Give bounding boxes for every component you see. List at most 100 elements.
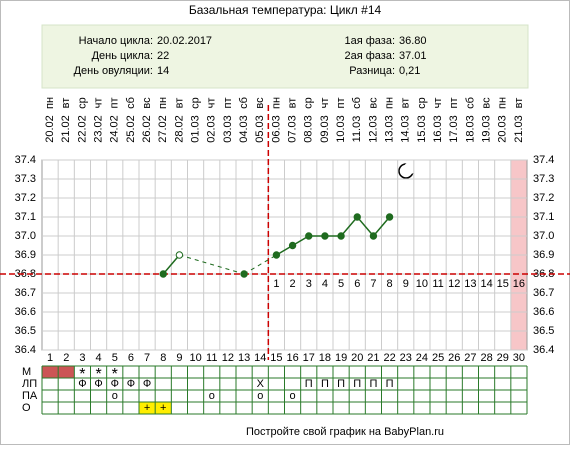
x-tick-label: 9 bbox=[176, 352, 182, 364]
line bbox=[162, 254, 180, 275]
point bbox=[369, 232, 378, 240]
weekday-label: ср bbox=[416, 97, 428, 109]
y2-tick-label: 36.9 bbox=[533, 249, 554, 261]
date-label: 26.02 bbox=[141, 115, 153, 143]
y2-tick-label: 37.3 bbox=[533, 173, 554, 185]
y-tick-label: 37.1 bbox=[15, 211, 36, 223]
weekday-label: пн bbox=[157, 97, 169, 109]
x-tick-label: 16 bbox=[286, 352, 298, 364]
weekday-label: вт bbox=[60, 98, 72, 109]
date-label: 23.02 bbox=[92, 115, 104, 143]
x-tick-label: 1 bbox=[47, 352, 53, 364]
filled-cell bbox=[58, 366, 75, 378]
date-label: 22.02 bbox=[76, 115, 88, 143]
info-value: 37.01 bbox=[399, 50, 427, 62]
date-label: 19.03 bbox=[480, 115, 492, 143]
date-label: 18.03 bbox=[464, 115, 476, 143]
x-tick-label: 7 bbox=[144, 352, 150, 364]
weekday-label: вс bbox=[480, 97, 492, 109]
luteal-day: 1 bbox=[273, 278, 279, 290]
date-label: 17.03 bbox=[448, 115, 460, 143]
date-label: 05.03 bbox=[254, 115, 266, 143]
y-tick-label: 37.4 bbox=[15, 154, 36, 166]
date-label: 20.03 bbox=[497, 115, 509, 143]
point bbox=[175, 251, 184, 259]
date-label: 08.03 bbox=[303, 115, 315, 143]
y2-tick-label: 37.4 bbox=[533, 154, 554, 166]
luteal-day: 16 bbox=[513, 278, 525, 290]
x-tick-label: 23 bbox=[400, 352, 412, 364]
gap-bridge bbox=[243, 254, 277, 275]
x-tick-label: 25 bbox=[432, 352, 444, 364]
weekday-label: сб bbox=[125, 97, 137, 109]
row-label: О bbox=[22, 402, 31, 414]
x-tick-label: 27 bbox=[464, 352, 476, 364]
weekday-label: вт bbox=[173, 98, 185, 109]
date-label: 13.03 bbox=[383, 115, 395, 143]
cell-mark: П bbox=[305, 378, 313, 390]
weekday-label: чт bbox=[206, 98, 218, 109]
cell-mark: П bbox=[353, 378, 361, 390]
weekday-label: сб bbox=[464, 97, 476, 109]
x-tick-label: 6 bbox=[128, 352, 134, 364]
weekday-label: пн bbox=[270, 97, 282, 109]
cell-mark: + bbox=[160, 402, 166, 414]
y2-tick-label: 36.4 bbox=[533, 344, 554, 356]
info-value: 20.02.2017 bbox=[157, 35, 212, 47]
x-tick-label: 3 bbox=[79, 352, 85, 364]
date-label: 21.02 bbox=[60, 115, 72, 143]
cell-mark: Ф bbox=[94, 378, 102, 390]
y-tick-label: 36.7 bbox=[15, 287, 36, 299]
point bbox=[353, 213, 361, 221]
x-tick-label: 26 bbox=[448, 352, 460, 364]
luteal-day: 9 bbox=[403, 278, 409, 290]
info-value: 14 bbox=[157, 65, 169, 77]
point bbox=[305, 232, 313, 240]
x-tick-label: 19 bbox=[335, 352, 347, 364]
moon bbox=[398, 162, 416, 179]
date-label: 14.03 bbox=[400, 115, 412, 143]
y2-tick-label: 36.5 bbox=[533, 325, 554, 337]
y2-tick-label: 37.0 bbox=[533, 230, 554, 242]
y-tick-label: 36.9 bbox=[15, 249, 36, 261]
weekday-label: пт bbox=[222, 98, 234, 109]
x-tick-label: 29 bbox=[497, 352, 509, 364]
gap-bridge bbox=[179, 254, 245, 275]
cell-mark: Ф bbox=[143, 378, 151, 390]
weekday-label: пн bbox=[497, 97, 509, 109]
filled-cell bbox=[155, 402, 172, 414]
x-tick-label: 10 bbox=[189, 352, 201, 364]
weekday-label: сб bbox=[351, 97, 363, 109]
cell-mark: o bbox=[209, 390, 215, 402]
luteal-day: 2 bbox=[290, 278, 296, 290]
x-tick-label: 14 bbox=[254, 352, 266, 364]
luteal-day: 5 bbox=[338, 278, 344, 290]
cell-mark: * bbox=[95, 366, 101, 383]
cell-mark: П bbox=[337, 378, 345, 390]
weekday-label: вт bbox=[286, 98, 298, 109]
luteal-day: 12 bbox=[448, 278, 460, 290]
x-tick-label: 24 bbox=[416, 352, 428, 364]
date-label: 12.03 bbox=[367, 115, 379, 143]
x-tick-label: 5 bbox=[112, 352, 118, 364]
point bbox=[288, 241, 297, 250]
cell-mark: * bbox=[79, 366, 85, 383]
info-label: 2ая фаза: bbox=[344, 50, 395, 62]
row-label: М bbox=[22, 366, 31, 378]
weekday-label: вт bbox=[513, 98, 525, 109]
y-tick-label: 36.6 bbox=[15, 306, 36, 318]
luteal-day: 7 bbox=[370, 278, 376, 290]
date-label: 06.03 bbox=[270, 115, 282, 143]
x-tick-label: 17 bbox=[303, 352, 315, 364]
date-label: 28.02 bbox=[173, 115, 185, 143]
point bbox=[337, 232, 345, 240]
date-label: 24.02 bbox=[109, 115, 121, 143]
cell-mark: o bbox=[112, 390, 118, 402]
y-tick-label: 36.4 bbox=[15, 344, 36, 356]
y-tick-label: 37.3 bbox=[15, 173, 36, 185]
date-label: 27.02 bbox=[157, 115, 169, 143]
x-tick-label: 21 bbox=[367, 352, 379, 364]
cell-mark: П bbox=[369, 378, 377, 390]
luteal-day: 6 bbox=[354, 278, 360, 290]
